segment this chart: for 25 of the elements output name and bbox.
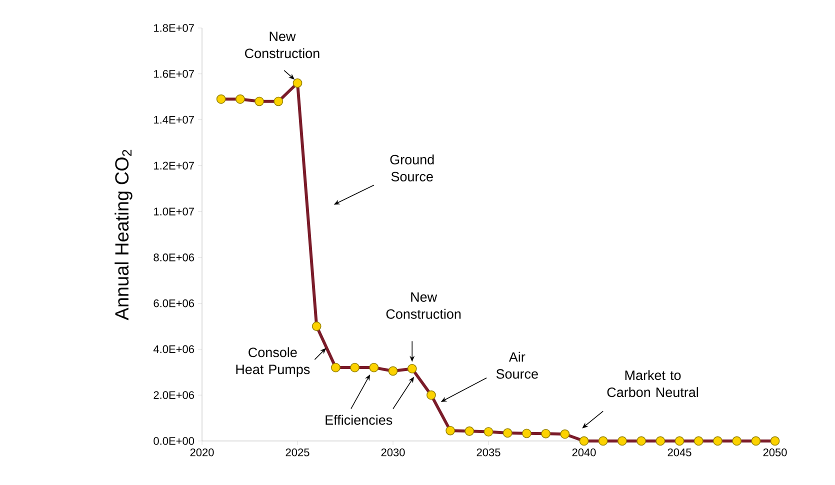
annotation: Ground Source xyxy=(390,154,434,182)
annotation: Market to Carbon Neutral xyxy=(607,370,698,398)
y-tick-label: 1.4E+07 xyxy=(154,116,194,124)
x-tick-label: 2050 xyxy=(763,448,787,456)
y-tick-label: 4.0E+06 xyxy=(153,345,194,354)
x-tick-label: 2040 xyxy=(572,448,596,456)
x-tick-label: 2035 xyxy=(476,448,500,456)
y-tick-label: 2.0E+06 xyxy=(154,391,194,399)
x-tick-label: 2020 xyxy=(190,448,214,456)
y-tick-label: 8.0E+06 xyxy=(154,254,194,262)
y-tick-label: 1.6E+07 xyxy=(154,70,194,78)
y-axis-title: Annual Heating CO$_{2}$ xyxy=(114,150,132,320)
annotation: New Construction xyxy=(245,32,320,58)
annotation: Console Heat Pumps xyxy=(236,347,310,377)
y-tick-label: 0.0E+00 xyxy=(154,437,194,445)
annotation: Air Source xyxy=(496,352,538,379)
y-tick-label: 1.0E+07 xyxy=(154,208,194,216)
annotation: Efficiencies xyxy=(326,414,392,425)
annotation: New Construction xyxy=(386,292,461,319)
x-tick-label: 2025 xyxy=(286,448,310,456)
x-tick-label: 2045 xyxy=(668,448,692,456)
x-tick-label: 2030 xyxy=(381,448,405,456)
y-tick-label: 1.2E+07 xyxy=(154,162,194,170)
y-tick-label: 1.8E+07 xyxy=(154,24,194,32)
y-tick-label: 6.0E+06 xyxy=(154,299,194,308)
